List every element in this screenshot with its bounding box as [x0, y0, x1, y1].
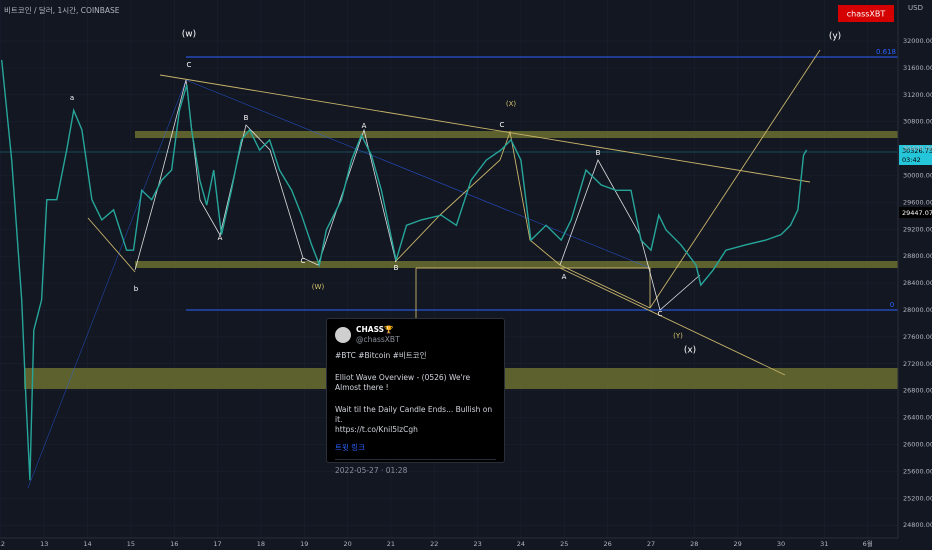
y-tick-label: 27600.00: [903, 333, 932, 341]
tweet-text: #BTC #Bitcoin #비트코인: [335, 351, 427, 360]
y-tick-label: 30800.00: [903, 118, 932, 126]
y-tick-label: 24800.00: [903, 521, 932, 529]
x-tick-label: 16: [170, 540, 178, 548]
wave-label: (x): [684, 346, 696, 356]
y-tick-label: 25600.00: [903, 467, 932, 475]
divider: [335, 459, 496, 460]
y-tick-label: 26400.00: [903, 414, 932, 422]
wave-label: B: [596, 149, 601, 157]
wave-label: A: [218, 234, 223, 242]
x-tick-label: 21: [387, 540, 395, 548]
x-tick-label: 13: [40, 540, 48, 548]
y-tick-label: 30000.00: [903, 172, 932, 180]
wave-label: C: [500, 121, 505, 129]
trend-line: [27, 79, 187, 489]
y-tick-label: 25200.00: [903, 494, 932, 502]
tweet-card: CHASS🏆 @chassXBT #BTC #Bitcoin #비트코인 Ell…: [326, 318, 505, 475]
y-tick-label: 26000.00: [903, 441, 932, 449]
wave-line: [416, 267, 651, 308]
x-tick-label: 20: [343, 540, 351, 548]
x-tick-label: 15: [127, 540, 135, 548]
symbol-title: 비트코인 / 달러, 1시간, COINBASE: [4, 5, 120, 15]
y-tick-label: 30400.00: [903, 145, 932, 153]
wave-label: a: [70, 94, 74, 102]
tweet-handle: @chassXBT: [356, 335, 400, 344]
x-tick-label: 29: [734, 540, 742, 548]
wave-label: B: [244, 114, 249, 122]
wave-label: (Y): [673, 332, 683, 340]
y-tick-label: 29200.00: [903, 225, 932, 233]
wave-label: B: [394, 264, 399, 272]
x-tick-label: 6월: [863, 539, 873, 548]
x-tick-label: 14: [83, 540, 91, 548]
y-tick-label: 27200.00: [903, 360, 932, 368]
tweet-text: https://t.co/Knil5lzCgh: [335, 425, 418, 434]
trend-line: [87, 217, 136, 273]
x-tick-label: 31: [820, 540, 828, 548]
wave-label: (y): [829, 32, 841, 42]
currency: USD: [908, 4, 923, 12]
zone: [135, 131, 898, 138]
wave-label: b: [134, 285, 139, 293]
y-tick-label: 29600.00: [903, 198, 932, 206]
x-tick-label: 22: [430, 540, 438, 548]
x-tick-label: 18: [257, 540, 265, 548]
tweet-header: CHASS🏆 @chassXBT: [335, 325, 496, 345]
tweet-text: Elliot Wave Overview - (0526) We're Almo…: [335, 373, 471, 392]
x-tick-label: 30: [777, 540, 785, 548]
wave-label: (W): [312, 283, 325, 291]
x-tick-label: 25: [560, 540, 568, 548]
wave-label: (X): [506, 100, 517, 108]
trend-line: [185, 79, 651, 269]
price-label: 30326.73: [902, 147, 932, 155]
x-tick-label: 27: [647, 540, 655, 548]
trend-line: [159, 74, 811, 183]
tweet-text: Wait til the Daily Candle Ends... Bullis…: [335, 405, 493, 424]
price-tag: [899, 207, 932, 218]
wave-label: C: [187, 61, 192, 69]
y-tick-label: 26800.00: [903, 387, 932, 395]
price-line: [1, 59, 808, 481]
y-tick-label: 28400.00: [903, 279, 932, 287]
price-tag: [899, 145, 932, 165]
wave-label: 0.618: [876, 48, 896, 56]
y-tick-label: 28000.00: [903, 306, 932, 314]
wave-label: A: [362, 122, 367, 130]
x-tick-label: 24: [517, 540, 525, 548]
tweet-link[interactable]: 트윗 링크: [335, 443, 365, 452]
x-tick-label: 28: [690, 540, 698, 548]
wave-line: [134, 79, 397, 271]
y-tick-label: 32000.00: [903, 37, 932, 45]
tweet-date: 2022-05-27 · 01:28: [335, 466, 408, 475]
trend-line: [649, 49, 821, 309]
wave-label: C: [658, 310, 663, 318]
tweet-name: CHASS🏆: [356, 325, 394, 334]
price-label: 29447.07: [902, 209, 932, 217]
wave-label: A: [562, 273, 567, 281]
trend-line: [559, 267, 786, 376]
x-tick-label: 17: [213, 540, 221, 548]
x-tick-label: 26: [603, 540, 611, 548]
x-tick-label: 23: [473, 540, 481, 548]
x-tick-label: 12: [0, 540, 5, 548]
y-tick-label: 28800.00: [903, 252, 932, 260]
badge: [838, 5, 894, 22]
x-tick-label: 19: [300, 540, 308, 548]
badge-text: chassXBT: [847, 10, 886, 19]
wave-label: (w): [182, 30, 196, 40]
zone: [135, 261, 898, 268]
y-tick-label: 31600.00: [903, 64, 932, 72]
wave-label: 0: [890, 301, 894, 309]
avatar: [335, 327, 351, 343]
countdown: 03:42: [902, 156, 921, 164]
wave-label: C: [301, 257, 306, 265]
y-tick-label: 31200.00: [903, 91, 932, 99]
